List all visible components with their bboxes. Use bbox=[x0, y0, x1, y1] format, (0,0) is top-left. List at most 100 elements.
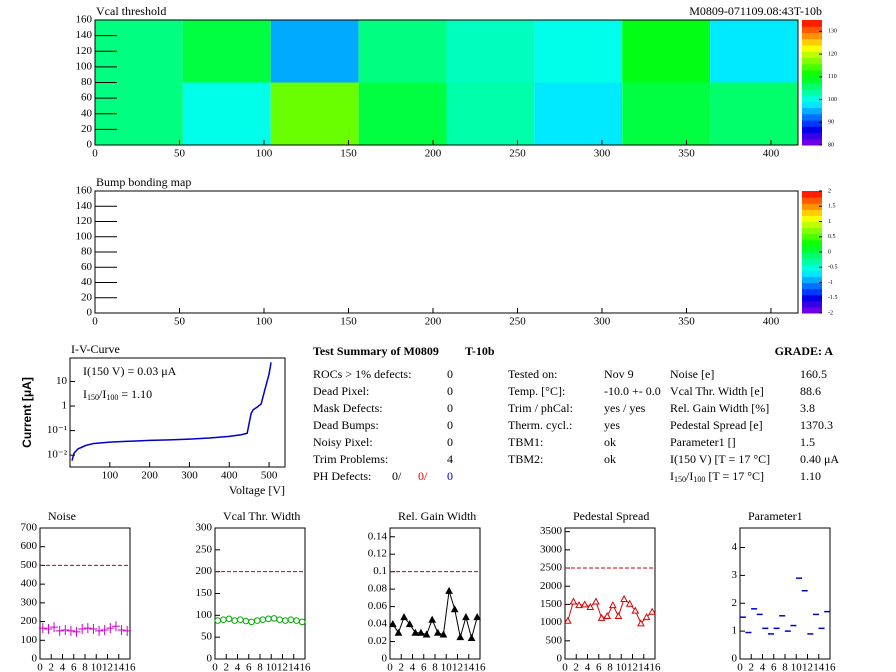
marker bbox=[603, 612, 612, 620]
y-tick-label: 300 bbox=[21, 596, 38, 608]
summary-label: Noise [e] bbox=[670, 367, 714, 381]
marker bbox=[95, 625, 104, 636]
y-tick-label: 140 bbox=[76, 200, 93, 212]
summary-value: 0 bbox=[447, 401, 453, 415]
chart-title: Noise bbox=[48, 509, 76, 523]
colorbar-band bbox=[802, 215, 822, 222]
series-line bbox=[392, 590, 478, 640]
y-tick-label: 140 bbox=[76, 29, 93, 41]
x-tick-label: 200 bbox=[425, 148, 442, 160]
colorbar-band bbox=[802, 270, 822, 277]
marker bbox=[89, 624, 98, 635]
marker bbox=[642, 613, 651, 621]
chart-title: Parameter1 bbox=[748, 509, 803, 523]
y-tick-label: 20 bbox=[81, 123, 93, 135]
iv-curve bbox=[71, 362, 272, 461]
series-line bbox=[567, 598, 653, 625]
y-tick-label: 1 bbox=[62, 400, 68, 412]
y-tick-label: 0 bbox=[207, 653, 213, 665]
marker bbox=[253, 617, 261, 624]
heatmap-cell bbox=[358, 20, 447, 83]
y-tick-label: 40 bbox=[81, 276, 93, 288]
x-tick-label: 400 bbox=[763, 148, 780, 160]
y-tick-label: 700 bbox=[21, 522, 38, 534]
heatmap-cell bbox=[622, 82, 711, 145]
ph-defects-value: 0/ bbox=[392, 469, 402, 483]
annotation: I(150 V) = 0.03 μA bbox=[83, 364, 177, 378]
marker bbox=[563, 616, 572, 624]
marker bbox=[242, 617, 250, 625]
marker bbox=[388, 620, 397, 628]
summary-label: ROCs > 1% defects: bbox=[313, 367, 411, 381]
x-tick-label: 0 bbox=[212, 662, 218, 672]
summary-title: Test Summary of M0809 bbox=[313, 344, 439, 358]
x-tick-label: 14 bbox=[288, 662, 300, 672]
x-tick-label: 150 bbox=[340, 316, 357, 328]
marker bbox=[276, 616, 283, 624]
marker bbox=[467, 633, 476, 642]
marker bbox=[78, 624, 87, 635]
summary-label: TBM1: bbox=[508, 435, 543, 449]
y-tick-label: 60 bbox=[81, 92, 93, 104]
summary-label: Dead Pixel: bbox=[313, 384, 369, 398]
x-tick-label: 6 bbox=[71, 662, 77, 672]
y-tick-label: 0.1 bbox=[373, 565, 387, 577]
colorbar-tick-label: 100 bbox=[828, 97, 837, 103]
y-tick-label: 600 bbox=[21, 540, 38, 552]
text-part: 100 bbox=[693, 475, 705, 484]
colorbar-tick-label: 0 bbox=[828, 249, 831, 255]
summary-label: Rel. Gain Width [%] bbox=[670, 401, 769, 415]
marker bbox=[456, 633, 465, 641]
y-tick-label: 0.02 bbox=[368, 635, 387, 647]
plot-frame bbox=[564, 527, 656, 660]
y-tick-label: 200 bbox=[21, 615, 38, 627]
marker bbox=[106, 623, 115, 634]
summary-value: 0 bbox=[447, 384, 453, 398]
x-tick-label: 6 bbox=[421, 662, 427, 672]
summary-value: ok bbox=[604, 435, 616, 449]
heatmap-cell bbox=[446, 82, 535, 145]
x-tick-label: 100 bbox=[256, 148, 273, 160]
summary-label: Parameter1 [] bbox=[670, 435, 736, 449]
chart-title: Rel. Gain Width bbox=[398, 509, 476, 523]
colorbar-band bbox=[802, 209, 822, 216]
colorbar-tick-label: 80 bbox=[828, 142, 834, 148]
plot-frame bbox=[39, 527, 131, 660]
text-part: [T = 17 °C] bbox=[705, 469, 764, 483]
chart-title: Pedestal Spread bbox=[573, 509, 649, 523]
x-tick-label: 2 bbox=[49, 662, 55, 672]
x-tick-label: 300 bbox=[181, 470, 198, 482]
colorbar-band bbox=[802, 132, 822, 140]
colorbar-tick-label: 120 bbox=[828, 51, 837, 57]
y-tick-label: 100 bbox=[196, 609, 213, 621]
colorbar-tick-label: 1 bbox=[828, 219, 831, 225]
summary-label: Trim Problems: bbox=[313, 452, 388, 466]
y-tick-label: 50 bbox=[201, 631, 213, 643]
marker bbox=[580, 600, 589, 608]
x-tick-label: 2 bbox=[574, 662, 580, 672]
heatmap-cell bbox=[270, 82, 359, 145]
y-tick-label: 0.08 bbox=[368, 583, 388, 595]
heatmap-cell bbox=[710, 20, 798, 83]
marker bbox=[117, 624, 126, 635]
summary-value: yes / yes bbox=[604, 401, 646, 415]
colorbar-band bbox=[802, 45, 822, 52]
plot-frame bbox=[214, 527, 306, 660]
x-tick-label: 0 bbox=[92, 316, 98, 328]
x-tick-label: 50 bbox=[174, 148, 186, 160]
summary-value: 4 bbox=[447, 452, 453, 466]
marker bbox=[586, 602, 595, 610]
y-tick-label: 40 bbox=[81, 107, 93, 119]
marker bbox=[597, 613, 606, 621]
heatmap-cell bbox=[534, 20, 623, 83]
y-tick-label: 0.04 bbox=[368, 618, 388, 630]
colorbar-band bbox=[802, 107, 822, 115]
marker bbox=[569, 597, 578, 605]
heatmap-cell bbox=[270, 20, 359, 83]
summary-label: Pedestal Spread [e] bbox=[670, 418, 763, 432]
x-tick-label: 8 bbox=[82, 662, 88, 672]
y-tick-label: 10 bbox=[56, 375, 68, 387]
heatmap-cell bbox=[358, 82, 447, 145]
marker bbox=[220, 616, 227, 624]
marker bbox=[265, 615, 272, 623]
